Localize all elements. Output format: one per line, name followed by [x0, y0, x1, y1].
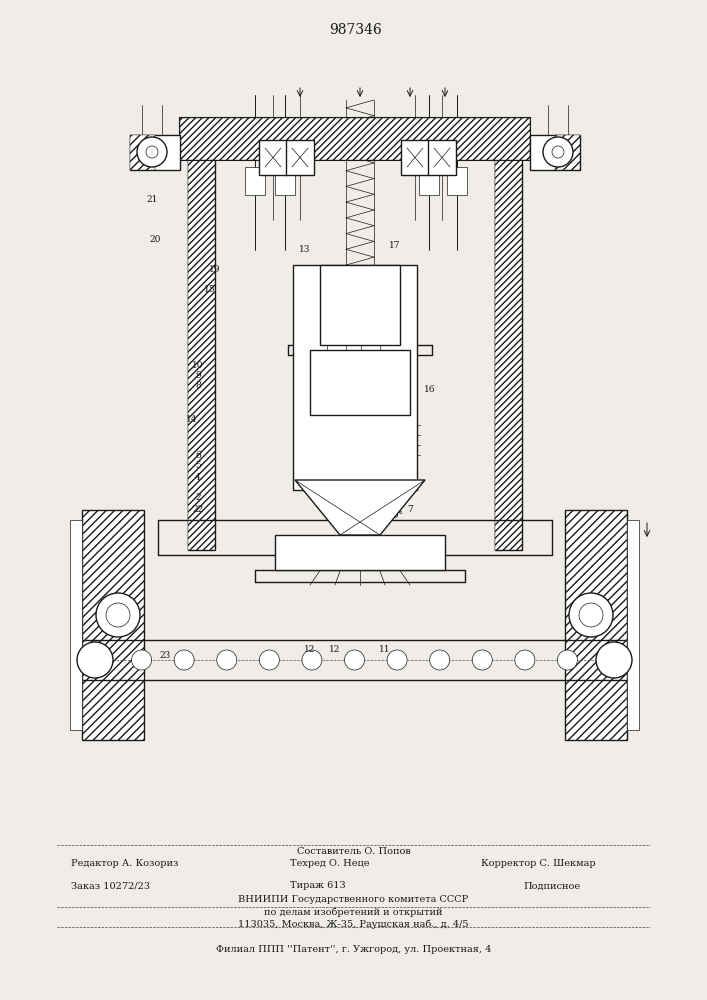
Circle shape: [596, 642, 632, 678]
Bar: [275, 535, 445, 570]
Text: 113035, Москва, Ж-35, Раушская наб., д. 4/5: 113035, Москва, Ж-35, Раушская наб., д. …: [238, 919, 469, 929]
Bar: [70, 520, 82, 730]
Text: 14: 14: [186, 416, 198, 424]
Circle shape: [217, 650, 237, 670]
Circle shape: [137, 137, 167, 167]
Text: по делам изобретений и открытий: по делам изобретений и открытий: [264, 907, 443, 917]
Circle shape: [259, 650, 279, 670]
Bar: [188, 160, 215, 550]
Text: 11: 11: [379, 646, 391, 654]
Text: 12: 12: [304, 646, 316, 654]
Text: Составитель О. Попов: Составитель О. Попов: [297, 848, 410, 856]
Bar: [627, 520, 639, 730]
Bar: [188, 160, 215, 550]
Circle shape: [302, 650, 322, 670]
Circle shape: [552, 146, 564, 158]
Text: Филиал ППП ''Патент'', г. Ужгород, ул. Проектная, 4: Филиал ППП ''Патент'', г. Ужгород, ул. П…: [216, 946, 491, 954]
Circle shape: [515, 650, 534, 670]
Text: Тираж 613: Тираж 613: [290, 882, 346, 890]
Text: 17: 17: [390, 240, 401, 249]
Text: 22: 22: [192, 506, 204, 514]
Circle shape: [146, 146, 158, 158]
Bar: [428, 140, 456, 175]
Bar: [286, 140, 314, 175]
Circle shape: [387, 650, 407, 670]
Circle shape: [344, 650, 365, 670]
Circle shape: [106, 603, 130, 627]
Text: Редактор А. Козориз: Редактор А. Козориз: [71, 859, 178, 868]
Bar: [565, 510, 627, 740]
Bar: [293, 265, 417, 490]
Circle shape: [174, 650, 194, 670]
Text: 7: 7: [407, 506, 413, 514]
Bar: [245, 167, 265, 195]
Text: 3: 3: [105, 605, 111, 614]
Text: 12: 12: [329, 646, 341, 654]
Bar: [310, 350, 410, 415]
Text: 8: 8: [195, 380, 201, 389]
Text: Корректор С. Шекмар: Корректор С. Шекмар: [481, 859, 595, 868]
Circle shape: [430, 650, 450, 670]
Ellipse shape: [361, 328, 381, 382]
Text: Подписное: Подписное: [523, 882, 580, 890]
Bar: [320, 265, 400, 345]
Bar: [130, 135, 180, 170]
Text: 19: 19: [209, 265, 221, 274]
Text: 21: 21: [146, 196, 158, 205]
Text: ВНИИПИ Государственного комитета СССР: ВНИИПИ Государственного комитета СССР: [238, 896, 469, 904]
Text: 5: 5: [195, 460, 201, 470]
Text: 90°: 90°: [387, 510, 403, 520]
Bar: [530, 135, 580, 170]
Circle shape: [557, 650, 578, 670]
Circle shape: [132, 650, 151, 670]
Circle shape: [472, 650, 492, 670]
Text: 10: 10: [192, 360, 204, 369]
Bar: [275, 167, 295, 195]
Text: 23: 23: [159, 650, 170, 660]
Bar: [82, 510, 144, 740]
Circle shape: [543, 137, 573, 167]
Text: 18: 18: [320, 486, 331, 494]
Text: 987346: 987346: [329, 23, 381, 37]
Bar: [180, 118, 530, 160]
Bar: [401, 140, 429, 175]
Circle shape: [77, 642, 113, 678]
Text: 6: 6: [195, 450, 201, 460]
Circle shape: [579, 603, 603, 627]
Circle shape: [89, 650, 109, 670]
Ellipse shape: [327, 328, 347, 382]
Circle shape: [569, 593, 613, 637]
Text: 16: 16: [424, 385, 436, 394]
Bar: [555, 135, 580, 170]
Text: 13: 13: [299, 245, 310, 254]
Text: 20: 20: [149, 235, 160, 244]
Text: 2: 2: [195, 493, 201, 502]
Bar: [447, 167, 467, 195]
Text: 4: 4: [195, 474, 201, 483]
Bar: [259, 140, 287, 175]
Text: 15: 15: [204, 286, 216, 294]
Bar: [419, 167, 439, 195]
Text: Техред О. Неце: Техред О. Неце: [290, 859, 369, 868]
Circle shape: [600, 650, 620, 670]
Text: Заказ 10272/23: Заказ 10272/23: [71, 882, 150, 890]
Bar: [180, 118, 530, 160]
Polygon shape: [295, 480, 425, 535]
Bar: [130, 135, 155, 170]
Bar: [495, 160, 522, 550]
Text: 9: 9: [195, 370, 201, 379]
Bar: [495, 160, 522, 550]
Circle shape: [96, 593, 140, 637]
